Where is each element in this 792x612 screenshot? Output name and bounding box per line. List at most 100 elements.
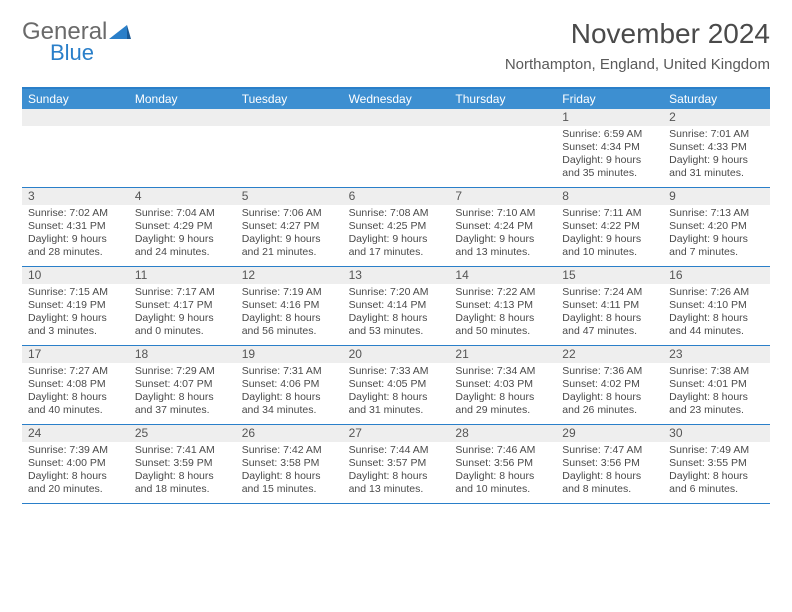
day-body: Sunrise: 7:26 AMSunset: 4:10 PMDaylight:… bbox=[663, 284, 770, 343]
day-number: 17 bbox=[22, 346, 129, 363]
daylight-text: and 21 minutes. bbox=[242, 246, 337, 259]
day-body: Sunrise: 7:31 AMSunset: 4:06 PMDaylight:… bbox=[236, 363, 343, 422]
weeks-container: 1Sunrise: 6:59 AMSunset: 4:34 PMDaylight… bbox=[22, 109, 770, 504]
day-cell-empty bbox=[449, 109, 556, 187]
sunset-text: Sunset: 3:55 PM bbox=[669, 457, 764, 470]
daylight-text: Daylight: 8 hours bbox=[135, 470, 230, 483]
day-cell: 14Sunrise: 7:22 AMSunset: 4:13 PMDayligh… bbox=[449, 267, 556, 345]
sunrise-text: Sunrise: 7:22 AM bbox=[455, 286, 550, 299]
day-cell: 22Sunrise: 7:36 AMSunset: 4:02 PMDayligh… bbox=[556, 346, 663, 424]
sunset-text: Sunset: 4:33 PM bbox=[669, 141, 764, 154]
day-body: Sunrise: 7:04 AMSunset: 4:29 PMDaylight:… bbox=[129, 205, 236, 264]
calendar: SundayMondayTuesdayWednesdayThursdayFrid… bbox=[22, 87, 770, 504]
daylight-text: and 47 minutes. bbox=[562, 325, 657, 338]
sunrise-text: Sunrise: 7:38 AM bbox=[669, 365, 764, 378]
sunset-text: Sunset: 4:05 PM bbox=[349, 378, 444, 391]
day-body: Sunrise: 7:17 AMSunset: 4:17 PMDaylight:… bbox=[129, 284, 236, 343]
daylight-text: Daylight: 8 hours bbox=[349, 391, 444, 404]
daylight-text: and 6 minutes. bbox=[669, 483, 764, 496]
daylight-text: and 10 minutes. bbox=[562, 246, 657, 259]
sunrise-text: Sunrise: 7:02 AM bbox=[28, 207, 123, 220]
daylight-text: and 29 minutes. bbox=[455, 404, 550, 417]
day-cell: 8Sunrise: 7:11 AMSunset: 4:22 PMDaylight… bbox=[556, 188, 663, 266]
week-row: 3Sunrise: 7:02 AMSunset: 4:31 PMDaylight… bbox=[22, 188, 770, 267]
daylight-text: Daylight: 8 hours bbox=[669, 312, 764, 325]
brand-triangle-icon bbox=[109, 20, 131, 48]
daylight-text: and 0 minutes. bbox=[135, 325, 230, 338]
sunset-text: Sunset: 4:06 PM bbox=[242, 378, 337, 391]
week-row: 17Sunrise: 7:27 AMSunset: 4:08 PMDayligh… bbox=[22, 346, 770, 425]
day-body: Sunrise: 7:11 AMSunset: 4:22 PMDaylight:… bbox=[556, 205, 663, 264]
day-body: Sunrise: 7:06 AMSunset: 4:27 PMDaylight:… bbox=[236, 205, 343, 264]
daylight-text: Daylight: 8 hours bbox=[455, 312, 550, 325]
daylight-text: Daylight: 9 hours bbox=[135, 312, 230, 325]
day-body: Sunrise: 7:20 AMSunset: 4:14 PMDaylight:… bbox=[343, 284, 450, 343]
sunset-text: Sunset: 4:02 PM bbox=[562, 378, 657, 391]
sunrise-text: Sunrise: 7:01 AM bbox=[669, 128, 764, 141]
day-number: 9 bbox=[663, 188, 770, 205]
day-body: Sunrise: 7:24 AMSunset: 4:11 PMDaylight:… bbox=[556, 284, 663, 343]
daylight-text: Daylight: 8 hours bbox=[669, 391, 764, 404]
day-cell: 20Sunrise: 7:33 AMSunset: 4:05 PMDayligh… bbox=[343, 346, 450, 424]
daylight-text: and 17 minutes. bbox=[349, 246, 444, 259]
sunrise-text: Sunrise: 7:19 AM bbox=[242, 286, 337, 299]
day-cell: 12Sunrise: 7:19 AMSunset: 4:16 PMDayligh… bbox=[236, 267, 343, 345]
daylight-text: and 34 minutes. bbox=[242, 404, 337, 417]
daylight-text: Daylight: 9 hours bbox=[28, 233, 123, 246]
sunset-text: Sunset: 3:56 PM bbox=[455, 457, 550, 470]
day-number: 19 bbox=[236, 346, 343, 363]
day-cell: 28Sunrise: 7:46 AMSunset: 3:56 PMDayligh… bbox=[449, 425, 556, 503]
sunrise-text: Sunrise: 6:59 AM bbox=[562, 128, 657, 141]
day-body: Sunrise: 7:22 AMSunset: 4:13 PMDaylight:… bbox=[449, 284, 556, 343]
daylight-text: Daylight: 9 hours bbox=[135, 233, 230, 246]
day-number: 4 bbox=[129, 188, 236, 205]
daylight-text: and 8 minutes. bbox=[562, 483, 657, 496]
sunrise-text: Sunrise: 7:46 AM bbox=[455, 444, 550, 457]
sunset-text: Sunset: 4:03 PM bbox=[455, 378, 550, 391]
day-header: Wednesday bbox=[343, 89, 450, 109]
sunset-text: Sunset: 4:16 PM bbox=[242, 299, 337, 312]
day-cell: 10Sunrise: 7:15 AMSunset: 4:19 PMDayligh… bbox=[22, 267, 129, 345]
day-number: 28 bbox=[449, 425, 556, 442]
sunset-text: Sunset: 4:20 PM bbox=[669, 220, 764, 233]
day-cell: 1Sunrise: 6:59 AMSunset: 4:34 PMDaylight… bbox=[556, 109, 663, 187]
day-header: Sunday bbox=[22, 89, 129, 109]
sunset-text: Sunset: 4:00 PM bbox=[28, 457, 123, 470]
day-body: Sunrise: 6:59 AMSunset: 4:34 PMDaylight:… bbox=[556, 126, 663, 185]
daylight-text: Daylight: 8 hours bbox=[669, 470, 764, 483]
day-number: 12 bbox=[236, 267, 343, 284]
sunrise-text: Sunrise: 7:04 AM bbox=[135, 207, 230, 220]
day-body: Sunrise: 7:29 AMSunset: 4:07 PMDaylight:… bbox=[129, 363, 236, 422]
day-number: 11 bbox=[129, 267, 236, 284]
daylight-text: Daylight: 8 hours bbox=[349, 312, 444, 325]
day-header: Friday bbox=[556, 89, 663, 109]
day-number: 8 bbox=[556, 188, 663, 205]
day-number: 13 bbox=[343, 267, 450, 284]
daylight-text: and 23 minutes. bbox=[669, 404, 764, 417]
daylight-text: and 31 minutes. bbox=[349, 404, 444, 417]
day-cell: 15Sunrise: 7:24 AMSunset: 4:11 PMDayligh… bbox=[556, 267, 663, 345]
day-body: Sunrise: 7:15 AMSunset: 4:19 PMDaylight:… bbox=[22, 284, 129, 343]
day-cell: 16Sunrise: 7:26 AMSunset: 4:10 PMDayligh… bbox=[663, 267, 770, 345]
day-number: 5 bbox=[236, 188, 343, 205]
sunrise-text: Sunrise: 7:06 AM bbox=[242, 207, 337, 220]
sunset-text: Sunset: 4:13 PM bbox=[455, 299, 550, 312]
sunset-text: Sunset: 4:34 PM bbox=[562, 141, 657, 154]
daylight-text: and 24 minutes. bbox=[135, 246, 230, 259]
sunset-text: Sunset: 4:07 PM bbox=[135, 378, 230, 391]
sunset-text: Sunset: 4:17 PM bbox=[135, 299, 230, 312]
day-header: Saturday bbox=[663, 89, 770, 109]
daylight-text: and 20 minutes. bbox=[28, 483, 123, 496]
day-number: 2 bbox=[663, 109, 770, 126]
day-cell: 13Sunrise: 7:20 AMSunset: 4:14 PMDayligh… bbox=[343, 267, 450, 345]
day-body: Sunrise: 7:01 AMSunset: 4:33 PMDaylight:… bbox=[663, 126, 770, 185]
day-cell-empty bbox=[22, 109, 129, 187]
daylight-text: Daylight: 8 hours bbox=[349, 470, 444, 483]
day-number-empty bbox=[129, 109, 236, 126]
day-number: 7 bbox=[449, 188, 556, 205]
sunset-text: Sunset: 3:56 PM bbox=[562, 457, 657, 470]
sunrise-text: Sunrise: 7:08 AM bbox=[349, 207, 444, 220]
day-body: Sunrise: 7:19 AMSunset: 4:16 PMDaylight:… bbox=[236, 284, 343, 343]
day-cell-empty bbox=[236, 109, 343, 187]
day-number: 3 bbox=[22, 188, 129, 205]
